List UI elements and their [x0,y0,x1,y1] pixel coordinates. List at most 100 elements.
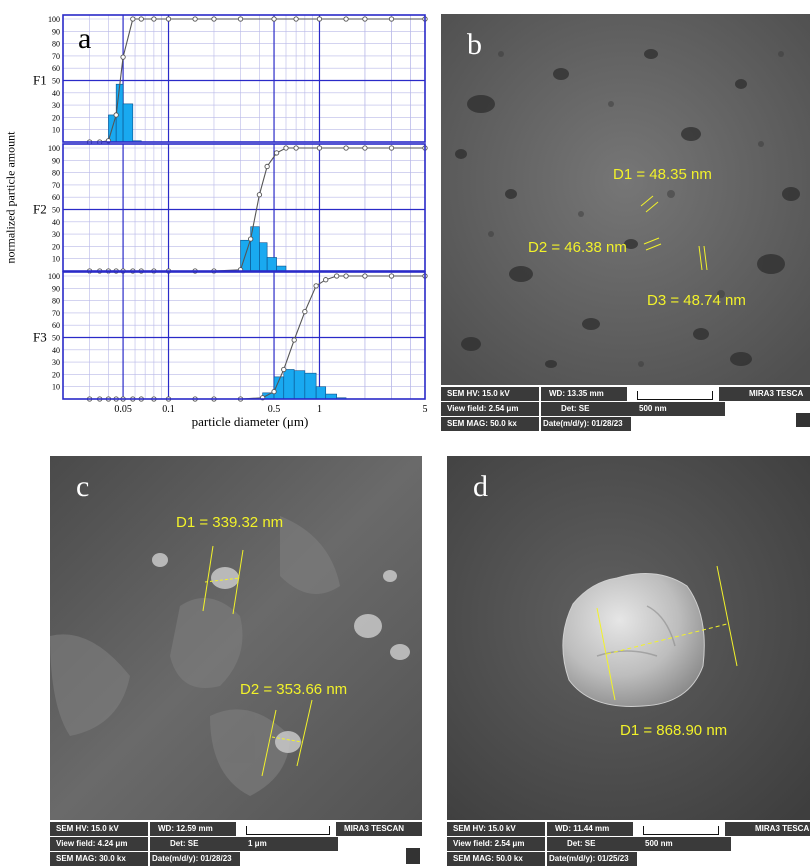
y-tick-label: 70 [52,181,60,190]
y-tick-label: 100 [48,15,60,24]
cumulative-point [362,273,368,279]
sem-date: Date(m/d/y): 01/25/23 [547,852,637,866]
cumulative-point [192,16,198,22]
sem-brand: MIRA3 TESCAN [336,822,422,836]
cumulative-point [271,16,277,22]
panel-a: normalized particle amount particle diam… [0,0,440,440]
cumulative-point [388,273,395,279]
y-tick-label: 20 [52,113,60,122]
sem-view-field: View field: 2.54 μm [447,837,545,851]
plot-frame [62,271,426,400]
y-tick-label: 30 [52,101,60,110]
y-tick-label: 60 [52,321,60,330]
y-tick-label: 60 [52,64,60,73]
x-tick-label: 0.5 [268,404,281,415]
panel-c-sem-image: c D1 = 339.32 nm D2 = 353.66 nm SEM HV: … [50,456,422,866]
sem-view-field: View field: 4.24 μm [50,837,148,851]
sem-wd: WD: 11.44 mm [547,822,633,836]
cumulative-point [211,16,217,22]
y-tick-label: 50 [52,77,60,86]
cumulative-point [323,277,329,283]
panel-label-a: a [78,22,92,55]
measurement-d2: D2 = 46.38 nm [528,239,627,256]
cumulative-point [362,145,368,151]
cumulative-point [334,273,340,279]
sem-info-bar: SEM HV: 15.0 kV WD: 12.59 mm MIRA3 TESCA… [50,820,422,866]
y-tick-label: 40 [52,89,60,98]
cumulative-point [388,145,395,151]
sem-scale-label: 500 nm [633,402,725,416]
x-tick-label: 0.1 [162,404,175,415]
y-tick-label: 100 [48,144,60,153]
cumulative-point [283,145,289,151]
sem-logo [796,413,810,427]
sem-texture-d [447,456,810,820]
cumulative-point [316,16,323,22]
cumulative-point [302,309,308,315]
cumulative-point [113,112,119,118]
sem-brand: MIRA3 TESCA [719,387,810,401]
cumulative-point [316,145,323,151]
sem-hv: SEM HV: 15.0 kV [50,822,148,836]
sem-scale-label: 500 nm [639,837,731,851]
y-tick-label: 30 [52,358,60,367]
sem-magnification: SEM MAG: 50.0 kx [447,852,545,866]
cumulative-point [273,150,280,156]
measurement-d2: D2 = 353.66 nm [240,681,348,698]
cumulative-point [165,16,172,22]
x-tick-label: 0.05 [114,404,132,415]
panel-label-d: d [473,470,488,503]
y-tick-label: 90 [52,284,60,293]
scale-bar [637,391,713,400]
y-tick-label: 60 [52,193,60,202]
cumulative-point [343,16,349,22]
panel-label-b: b [467,28,482,61]
x-tick-label: 5 [423,404,428,415]
sem-magnification: SEM MAG: 30.0 kx [50,852,148,866]
y-tick-label: 10 [52,255,60,264]
sem-detector: Det: SE [541,402,639,416]
panel-label-c: c [76,470,90,503]
histogram-bar [283,369,295,400]
y-tick-label: 10 [52,126,60,135]
sem-wd: WD: 12.59 mm [150,822,236,836]
sem-logo [406,848,420,864]
cumulative-point [388,16,395,22]
y-tick-label: 10 [52,383,60,392]
panel-d-sem-image: d D1 = 868.90 nm SEM HV: 15.0 kV WD: 11.… [447,456,810,866]
subplot-label: F3 [33,330,47,345]
x-axis-label: particle diameter (μm) [191,414,309,429]
cumulative-point [313,283,319,289]
histogram-bar [304,372,317,400]
histogram-bar [315,386,327,400]
cumulative-point [271,388,277,395]
cumulative-point [343,145,349,151]
sem-texture-b [441,14,810,385]
sem-magnification: SEM MAG: 50.0 kx [441,417,539,431]
sem-date: Date(m/d/y): 01/28/23 [150,852,240,866]
sem-texture-c [50,456,422,820]
sem-scale-label: 1 μm [242,837,338,851]
y-tick-label: 90 [52,156,60,165]
cumulative-point [293,145,299,151]
plot-frame [62,143,426,272]
y-tick-label: 30 [52,230,60,239]
sem-info-bar: SEM HV: 15.0 kV WD: 13.35 mm MIRA3 TESCA… [441,385,810,431]
panel-b-sem-image: b D1 = 48.35 nm D2 = 46.38 nm D3 = 48.74… [441,14,810,431]
subplot-label: F1 [33,73,47,88]
cumulative-point [281,366,287,373]
measurement-d1: D1 = 868.90 nm [620,722,728,739]
sem-hv: SEM HV: 15.0 kV [441,387,539,401]
cumulative-point [256,192,263,198]
sem-detector: Det: SE [547,837,645,851]
sem-brand: MIRA3 TESCA [725,822,810,836]
size-distribution-chart: 10 20 30 40 50 60 70 80 90 100 F1 10 20 30 40 50 60 70 80 9… [33,14,428,415]
sem-hv: SEM HV: 15.0 kV [447,822,545,836]
y-tick-label: 80 [52,297,60,306]
y-tick-label: 90 [52,27,60,36]
y-tick-label: 40 [52,218,60,227]
histogram-bar [259,242,268,272]
y-tick-label: 70 [52,309,60,318]
y-tick-label: 70 [52,52,60,61]
cumulative-point [291,337,297,343]
